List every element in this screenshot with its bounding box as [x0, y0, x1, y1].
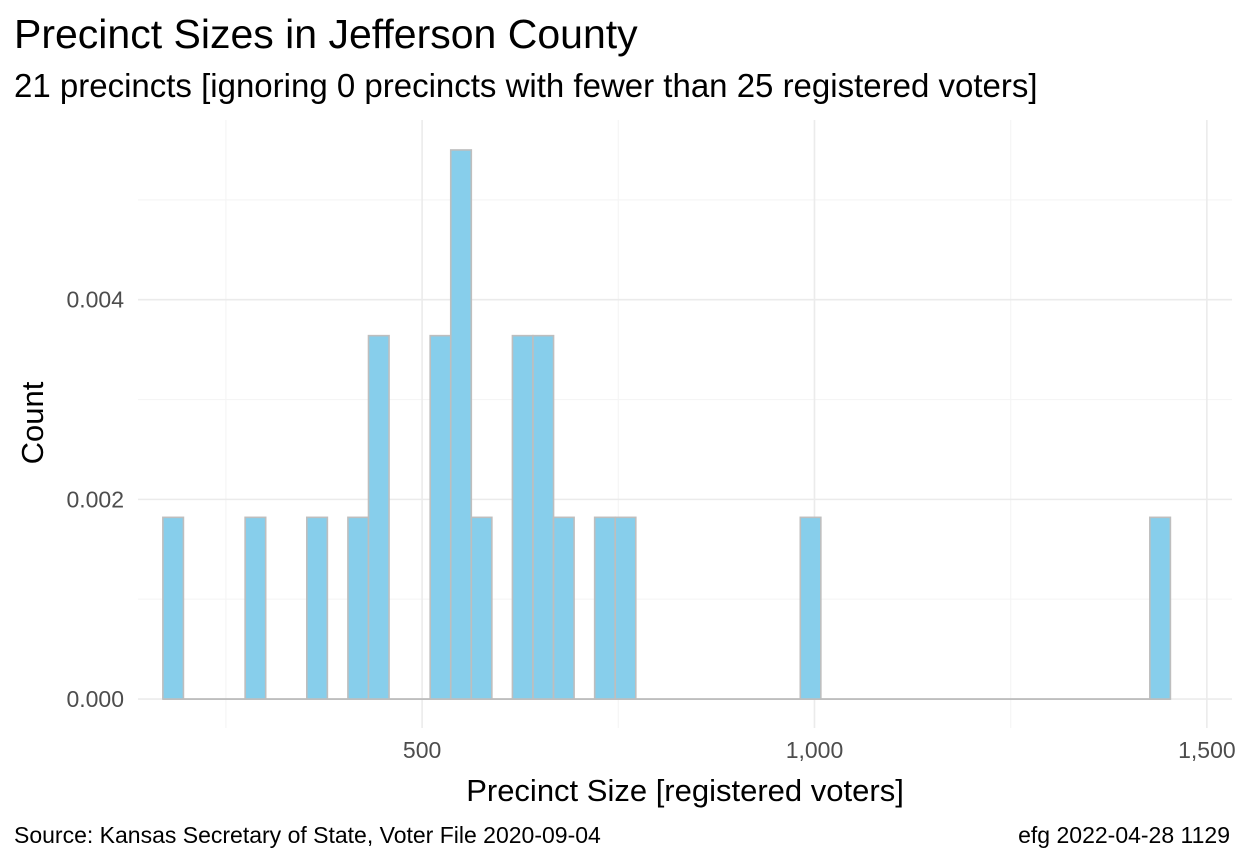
- author-timestamp-caption: efg 2022-04-28 1129: [1018, 820, 1230, 850]
- histogram-bar: [800, 517, 821, 699]
- histogram-bar: [245, 517, 266, 699]
- histogram-bar: [615, 517, 636, 699]
- histogram-bar: [368, 336, 389, 699]
- major-gridlines: [138, 120, 1232, 728]
- minor-gridlines: [138, 120, 1232, 728]
- y-tick-label: 0.004: [66, 287, 124, 313]
- source-caption: Source: Kansas Secretary of State, Voter…: [14, 820, 601, 850]
- histogram-bar: [1150, 517, 1171, 699]
- histogram-bar: [348, 517, 369, 699]
- y-tick-label: 0.000: [66, 686, 124, 712]
- y-tick-label: 0.002: [66, 486, 124, 512]
- y-axis-tick-labels: 0.000 0.002 0.004: [66, 287, 124, 712]
- histogram-bar: [430, 336, 451, 699]
- histogram-bar: [163, 517, 184, 699]
- y-axis-title: Count: [15, 381, 50, 464]
- histogram-bar: [533, 336, 554, 699]
- histogram-bars: [163, 150, 1171, 699]
- histogram-bar: [512, 336, 533, 699]
- histogram-bar: [595, 517, 616, 699]
- x-tick-label: 1,000: [786, 737, 844, 763]
- histogram-bar: [307, 517, 328, 699]
- x-axis-title: Precinct Size [registered voters]: [466, 773, 904, 808]
- x-tick-label: 500: [403, 737, 441, 763]
- histogram-bar: [554, 517, 575, 699]
- histogram-bar: [471, 517, 492, 699]
- histogram-bar: [451, 150, 472, 699]
- x-tick-label: 1,500: [1178, 737, 1236, 763]
- x-axis-tick-labels: 500 1,000 1,500: [403, 737, 1236, 763]
